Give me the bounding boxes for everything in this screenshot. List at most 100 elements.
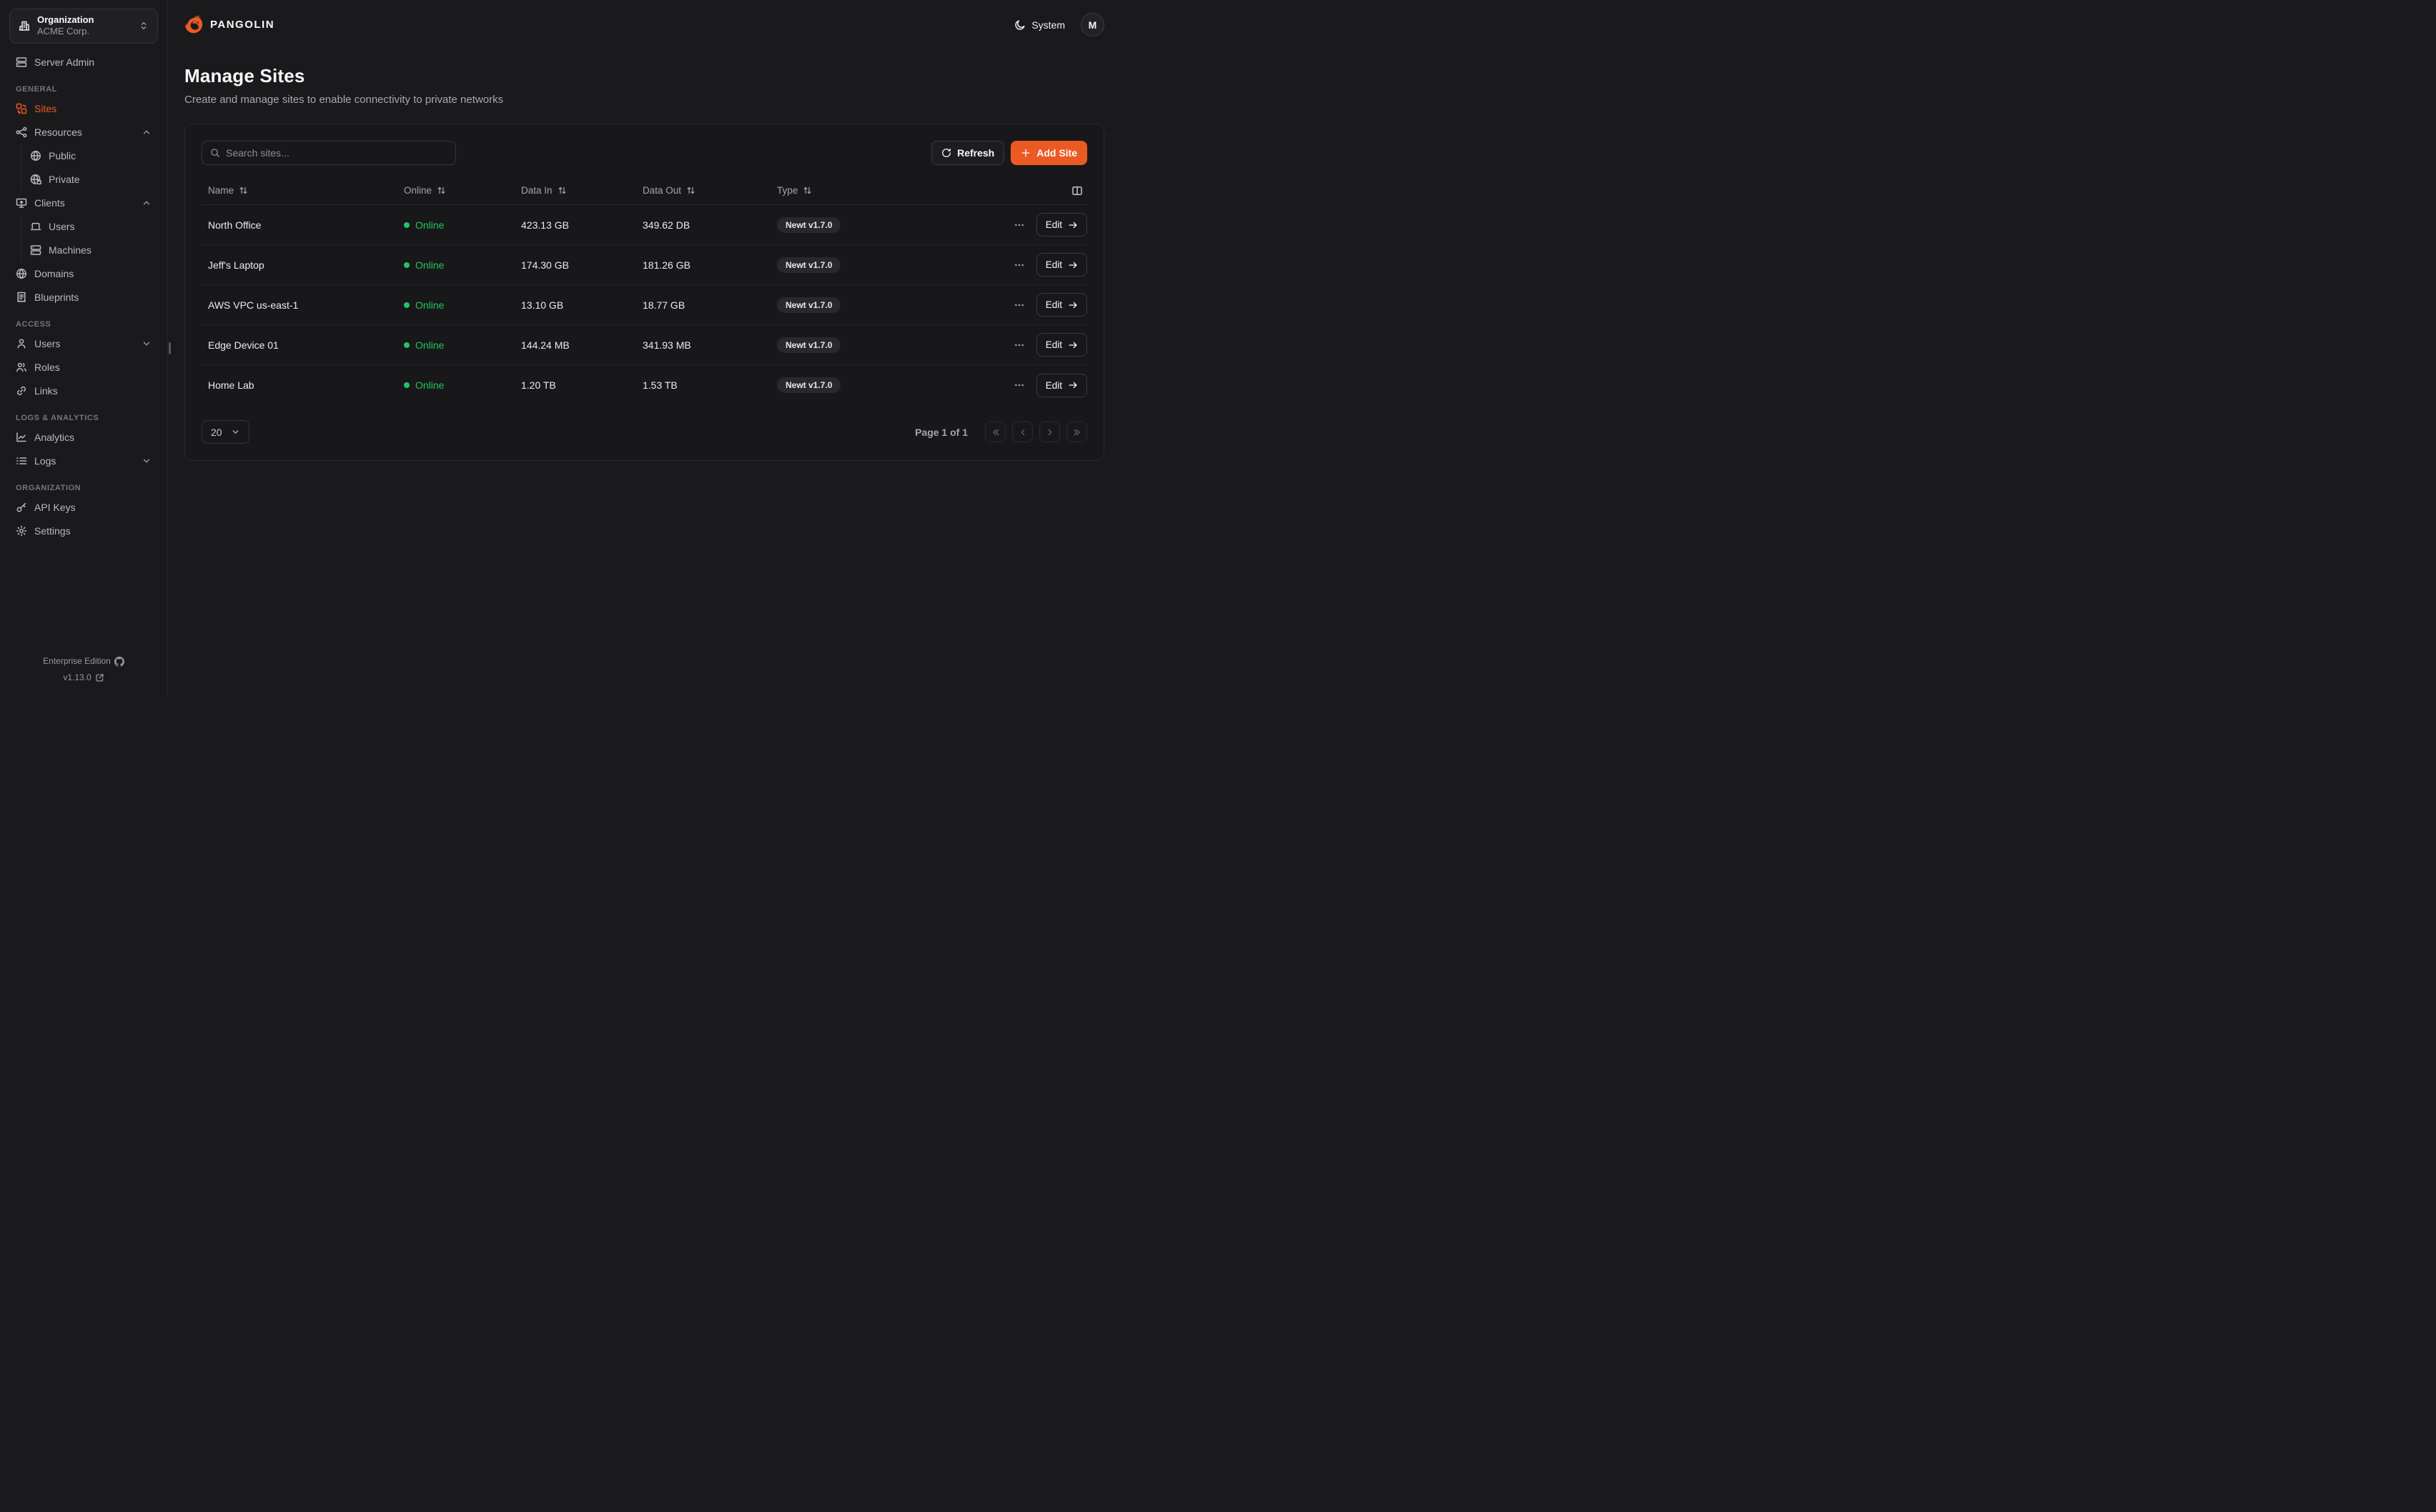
- refresh-button[interactable]: Refresh: [931, 141, 1005, 165]
- row-menu-button[interactable]: [1011, 337, 1028, 354]
- gear-icon: [16, 525, 27, 537]
- row-menu-button[interactable]: [1011, 377, 1028, 394]
- page-title: Manage Sites: [184, 65, 305, 86]
- data-out-value: 1.53 TB: [643, 379, 678, 391]
- sidebar-item-machines[interactable]: Machines: [24, 239, 158, 262]
- site-status: Online: [397, 339, 515, 351]
- sidebar-item-server-admin[interactable]: Server Admin: [9, 51, 158, 74]
- sites-card: Refresh Add Site Name Online D: [184, 124, 1104, 461]
- row-menu-button[interactable]: [1011, 257, 1028, 274]
- theme-label: System: [1031, 19, 1065, 31]
- sidebar-item-api-keys[interactable]: API Keys: [9, 496, 158, 519]
- add-site-button[interactable]: Add Site: [1011, 141, 1087, 165]
- page-size-select[interactable]: 20: [202, 420, 249, 444]
- table-row: Jeff's Laptop Online 174.30 GB 181.26 GB…: [202, 245, 1087, 285]
- sidebar-item-label: Domains: [34, 268, 74, 279]
- page-subtitle: Create and manage sites to enable connec…: [184, 94, 504, 106]
- org-selector-label: Organization: [37, 14, 94, 25]
- sidebar-item-clients[interactable]: Clients: [9, 192, 158, 215]
- plus-icon: [1021, 148, 1031, 158]
- column-header-type[interactable]: Type: [771, 185, 962, 196]
- sidebar-item-label: Users: [49, 221, 75, 232]
- sidebar-footer: Enterprise Edition v1.13.0: [9, 653, 158, 686]
- chevron-down-icon: [142, 456, 152, 466]
- theme-toggle[interactable]: System: [1014, 19, 1065, 31]
- sidebar-item-blueprints[interactable]: Blueprints: [9, 286, 158, 309]
- arrow-right-icon: [1068, 220, 1078, 230]
- sidebar-scrollbar-thumb[interactable]: [169, 342, 171, 354]
- column-label: Type: [777, 185, 798, 196]
- sidebar-item-logs[interactable]: Logs: [9, 449, 158, 473]
- previous-page-button[interactable]: [1012, 422, 1033, 442]
- edition-link[interactable]: Enterprise Edition: [9, 653, 158, 670]
- site-status: Online: [397, 299, 515, 311]
- sidebar-item-users[interactable]: Users: [9, 332, 158, 356]
- laptop-icon: [30, 221, 41, 232]
- sidebar-item-analytics[interactable]: Analytics: [9, 426, 158, 449]
- chevron-down-icon: [142, 339, 152, 349]
- edit-button[interactable]: Edit: [1036, 293, 1087, 317]
- sidebar-item-label: Server Admin: [34, 56, 95, 68]
- next-page-button[interactable]: [1039, 422, 1060, 442]
- page-info: Page 1 of 1: [915, 426, 968, 438]
- add-site-label: Add Site: [1036, 147, 1077, 159]
- sidebar-item-sites[interactable]: Sites: [9, 97, 158, 121]
- online-dot-icon: [404, 222, 410, 228]
- edition-label: Enterprise Edition: [43, 656, 111, 667]
- edit-button[interactable]: Edit: [1036, 373, 1087, 397]
- column-label: Online: [404, 185, 432, 196]
- column-visibility-button[interactable]: [1069, 182, 1086, 199]
- edit-button[interactable]: Edit: [1036, 333, 1087, 357]
- sites-icon: [16, 103, 27, 114]
- sidebar-item-label: Users: [34, 338, 61, 349]
- site-name: AWS VPC us-east-1: [208, 299, 299, 311]
- sidebar-item-settings[interactable]: Settings: [9, 519, 158, 543]
- column-label: Data In: [521, 185, 553, 196]
- sort-icon: [239, 186, 248, 195]
- site-name: Jeff's Laptop: [208, 259, 264, 271]
- sidebar-item-label: Settings: [34, 525, 71, 537]
- resources-icon: [16, 126, 27, 138]
- user-icon: [16, 338, 27, 349]
- refresh-icon: [941, 148, 951, 158]
- sidebar-item-resources[interactable]: Resources: [9, 121, 158, 144]
- sidebar-item-private[interactable]: Private: [24, 168, 158, 192]
- sidebar-item-client-users[interactable]: Users: [24, 215, 158, 239]
- version-link[interactable]: v1.13.0: [9, 670, 158, 686]
- online-dot-icon: [404, 302, 410, 308]
- search-input[interactable]: [226, 147, 447, 159]
- status-label: Online: [415, 259, 445, 271]
- edit-label: Edit: [1045, 339, 1062, 350]
- sidebar-item-domains[interactable]: Domains: [9, 262, 158, 286]
- section-label-logs-analytics: LOGS & ANALYTICS: [16, 413, 99, 422]
- edit-label: Edit: [1045, 259, 1062, 270]
- arrow-right-icon: [1068, 260, 1078, 270]
- column-label: Data Out: [643, 185, 682, 196]
- first-page-button[interactable]: [985, 422, 1006, 442]
- sidebar-item-links[interactable]: Links: [9, 379, 158, 403]
- key-icon: [16, 502, 27, 513]
- type-badge: Newt v1.7.0: [777, 217, 841, 233]
- column-header-online[interactable]: Online: [397, 185, 515, 196]
- sidebar-item-label: Public: [49, 150, 76, 161]
- last-page-button[interactable]: [1066, 422, 1087, 442]
- row-menu-button[interactable]: [1011, 297, 1028, 314]
- avatar[interactable]: M: [1081, 13, 1104, 36]
- edit-button[interactable]: Edit: [1036, 213, 1087, 237]
- section-label-organization: ORGANIZATION: [16, 483, 81, 492]
- edit-button[interactable]: Edit: [1036, 253, 1087, 277]
- sidebar-item-public[interactable]: Public: [24, 144, 158, 168]
- org-selector[interactable]: Organization ACME Corp.: [9, 9, 158, 44]
- column-header-name[interactable]: Name: [202, 185, 397, 196]
- column-header-data-out[interactable]: Data Out: [636, 185, 771, 196]
- site-name: Edge Device 01: [208, 339, 279, 351]
- site-status: Online: [397, 259, 515, 271]
- type-badge: Newt v1.7.0: [777, 257, 841, 273]
- sidebar-item-roles[interactable]: Roles: [9, 356, 158, 379]
- column-header-data-in[interactable]: Data In: [515, 185, 636, 196]
- building-icon: [19, 20, 30, 31]
- row-menu-button[interactable]: [1011, 217, 1028, 234]
- edit-label: Edit: [1045, 219, 1062, 230]
- data-out-value: 341.93 MB: [643, 339, 691, 351]
- edit-label: Edit: [1045, 299, 1062, 310]
